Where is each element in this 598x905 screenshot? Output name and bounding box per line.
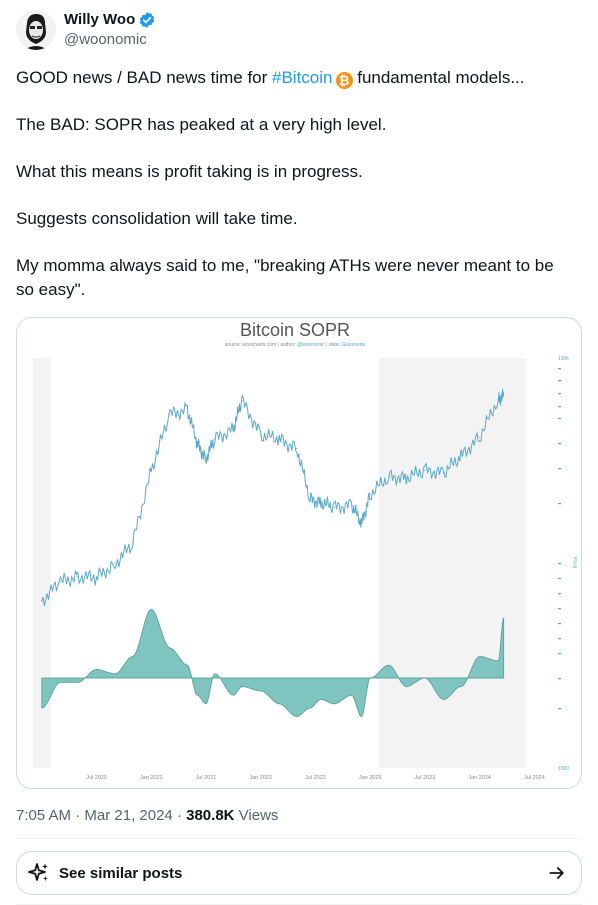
tweet-line-3: What this means is profit taking is in p… <box>16 162 363 181</box>
bitcoin-icon: ₿ <box>335 72 353 89</box>
price-point <box>241 399 243 402</box>
tweet-line-5: My momma always said to me, "breaking AT… <box>16 256 554 299</box>
right-axis-tick <box>558 623 561 625</box>
price-series-line <box>41 388 505 607</box>
author-handle[interactable]: @woonomic <box>64 31 147 48</box>
price-point <box>424 469 426 471</box>
price-point <box>320 502 322 504</box>
price-point <box>360 522 363 524</box>
right-axis-tick <box>558 678 561 680</box>
price-point <box>350 504 353 506</box>
avatar[interactable] <box>16 10 56 50</box>
price-point <box>460 455 462 457</box>
price-axis-top-label: 100k <box>558 356 569 362</box>
see-similar-posts-button[interactable]: See similar posts <box>16 851 582 895</box>
right-axis-tick <box>558 468 561 470</box>
right-axis-tick <box>558 593 561 595</box>
price-point <box>260 434 262 436</box>
tweet-meta: 7:05 AM · Mar 21, 2024 · 380.8K Views <box>16 807 279 824</box>
x-tick-label: Jan 2024 <box>468 775 491 781</box>
author-name[interactable]: Willy Woo <box>64 11 136 28</box>
x-tick-label: Jul 2020 <box>86 775 107 781</box>
right-axis-tick <box>558 503 561 505</box>
price-point <box>503 394 505 396</box>
x-tick-label: Jan 2021 <box>140 775 163 781</box>
price-point <box>196 443 198 445</box>
price-point <box>205 458 207 460</box>
hashtag-link[interactable]: #Bitcoin <box>272 68 333 87</box>
views-label: Views <box>234 807 279 824</box>
price-point <box>442 472 445 474</box>
tweet-line-4: Suggests consolidation will take time. <box>16 209 298 228</box>
right-axis-tick <box>558 368 561 370</box>
tweet-media-chart[interactable]: Bitcoin SOPR source: woocharts.com | aut… <box>16 317 582 789</box>
sopr-chart: Bitcoin SOPR source: woocharts.com | aut… <box>17 318 581 788</box>
x-tick-label: Jul 2021 <box>196 775 217 781</box>
right-axis-tick <box>558 578 561 580</box>
price-point <box>232 428 234 430</box>
avatar-image <box>16 10 56 50</box>
x-tick-label: Jul 2024 <box>524 775 545 781</box>
price-point <box>388 475 390 478</box>
right-axis-tick <box>558 653 561 655</box>
price-point <box>296 447 298 450</box>
right-axis-tick <box>558 638 561 640</box>
price-point <box>497 398 499 400</box>
shaded-region <box>378 358 526 768</box>
x-tick-label: Jan 2022 <box>249 775 272 781</box>
shaded-region <box>33 358 51 768</box>
x-tick-label: Jul 2023 <box>415 775 436 781</box>
price-axis-label: Price <box>573 556 579 568</box>
views-count[interactable]: 380.8K <box>186 807 235 824</box>
sparkle-icon <box>28 863 48 881</box>
right-axis-tick <box>558 443 561 445</box>
tweet-date[interactable]: Mar 21, 2024 <box>84 807 173 824</box>
tweet-line-1: GOOD news / BAD news time for #Bitcoin ₿ … <box>16 68 525 89</box>
tweet-header: Willy Woo @woonomic <box>16 10 156 50</box>
tweet-text: GOOD news / BAD news time for #Bitcoin ₿ … <box>16 66 576 325</box>
price-point <box>169 413 171 416</box>
price-point <box>150 469 152 471</box>
x-tick-label: Jul 2022 <box>305 775 326 781</box>
right-axis-tick <box>558 380 561 382</box>
sopr-series-area <box>41 608 505 718</box>
price-point <box>214 438 216 440</box>
right-axis-tick <box>558 418 561 420</box>
see-similar-posts-label: See similar posts <box>59 864 183 882</box>
right-axis-tick <box>558 708 561 710</box>
price-point <box>186 408 188 411</box>
arrow-right-icon <box>549 867 564 879</box>
sopr-axis-bottom-label: 1000 <box>558 766 569 772</box>
price-point <box>77 576 79 578</box>
chart-title: Bitcoin SOPR <box>240 320 350 340</box>
right-axis-tick <box>558 406 561 408</box>
price-point <box>114 563 116 565</box>
price-point <box>278 438 280 440</box>
price-point <box>309 498 311 500</box>
price-point <box>132 542 134 545</box>
price-point <box>41 600 43 602</box>
divider <box>16 838 582 839</box>
price-point <box>333 506 335 508</box>
price-point <box>405 477 407 479</box>
right-axis-tick <box>558 563 561 565</box>
price-point <box>59 581 61 583</box>
price-point <box>369 493 371 496</box>
tweet-line-2: The BAD: SOPR has peaked at a very high … <box>16 115 387 134</box>
x-tick-label: Jan 2023 <box>359 775 382 781</box>
tweet-time[interactable]: 7:05 AM <box>16 807 72 824</box>
chart-subtitle: source: woocharts.com | author: @woonomi… <box>225 342 366 348</box>
right-axis-tick <box>558 608 561 610</box>
right-axis-tick <box>558 393 561 395</box>
verified-badge-icon[interactable] <box>138 11 156 29</box>
price-point <box>95 577 98 579</box>
price-point <box>479 436 481 438</box>
